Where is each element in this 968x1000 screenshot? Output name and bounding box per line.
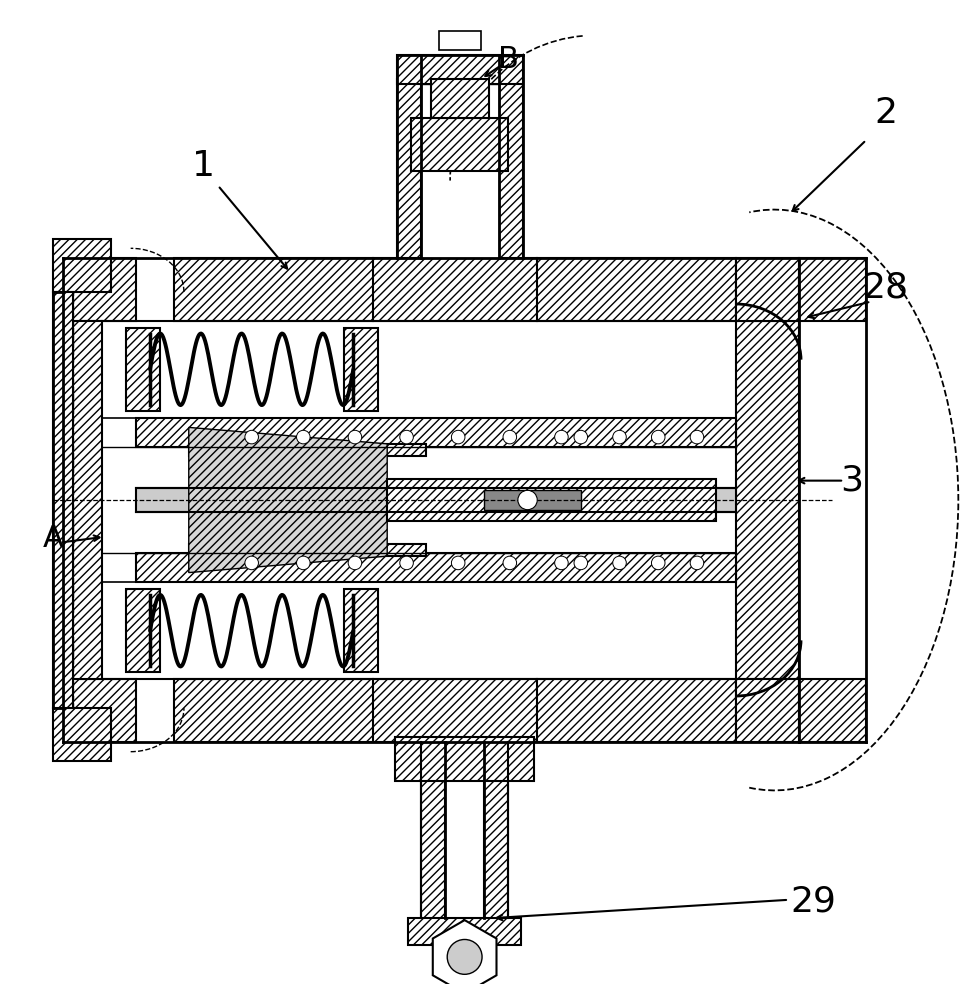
Bar <box>439 31 481 50</box>
Bar <box>799 679 866 742</box>
Text: 1: 1 <box>192 149 215 183</box>
Circle shape <box>348 430 362 444</box>
Bar <box>431 79 489 118</box>
Text: A: A <box>43 524 64 553</box>
Circle shape <box>555 430 568 444</box>
Text: 3: 3 <box>840 464 863 498</box>
Bar <box>395 737 534 781</box>
Bar <box>53 708 111 761</box>
Bar <box>189 444 426 456</box>
Bar <box>387 479 716 521</box>
Bar <box>136 418 736 447</box>
Circle shape <box>245 556 258 570</box>
Bar <box>484 742 508 921</box>
Circle shape <box>447 939 482 974</box>
Circle shape <box>400 430 413 444</box>
Bar <box>174 679 736 742</box>
Bar <box>736 258 799 321</box>
Circle shape <box>296 556 310 570</box>
Circle shape <box>651 430 665 444</box>
Circle shape <box>245 430 258 444</box>
Circle shape <box>296 430 310 444</box>
Text: 29: 29 <box>790 885 836 919</box>
Bar <box>63 258 136 321</box>
Bar <box>421 84 499 258</box>
Bar <box>736 321 799 679</box>
Bar <box>736 679 799 742</box>
Text: 2: 2 <box>874 96 897 130</box>
Circle shape <box>503 556 517 570</box>
Circle shape <box>690 430 704 444</box>
Bar <box>136 553 736 582</box>
Bar <box>126 589 160 672</box>
Bar <box>344 589 378 672</box>
Bar <box>799 258 866 321</box>
Circle shape <box>451 556 465 570</box>
Bar <box>499 79 523 258</box>
Bar <box>53 239 111 292</box>
Bar <box>53 292 73 708</box>
Bar <box>126 328 160 411</box>
Circle shape <box>555 556 568 570</box>
Bar <box>174 258 736 321</box>
Circle shape <box>348 556 362 570</box>
Bar <box>397 79 421 258</box>
Circle shape <box>574 430 588 444</box>
Circle shape <box>690 556 704 570</box>
Circle shape <box>574 556 588 570</box>
Circle shape <box>613 556 626 570</box>
Bar <box>63 321 102 679</box>
Circle shape <box>451 430 465 444</box>
Circle shape <box>651 556 665 570</box>
Bar <box>344 328 378 411</box>
Bar <box>397 55 523 84</box>
Circle shape <box>613 430 626 444</box>
Text: B: B <box>498 45 519 74</box>
Bar <box>189 544 426 556</box>
Bar <box>63 679 136 742</box>
Text: 28: 28 <box>862 270 909 304</box>
Circle shape <box>518 490 537 510</box>
Bar <box>421 742 445 921</box>
Circle shape <box>503 430 517 444</box>
Bar <box>411 118 508 171</box>
Bar <box>408 918 521 945</box>
Polygon shape <box>189 427 387 573</box>
Bar <box>484 490 581 510</box>
Bar <box>136 488 736 512</box>
Circle shape <box>400 556 413 570</box>
